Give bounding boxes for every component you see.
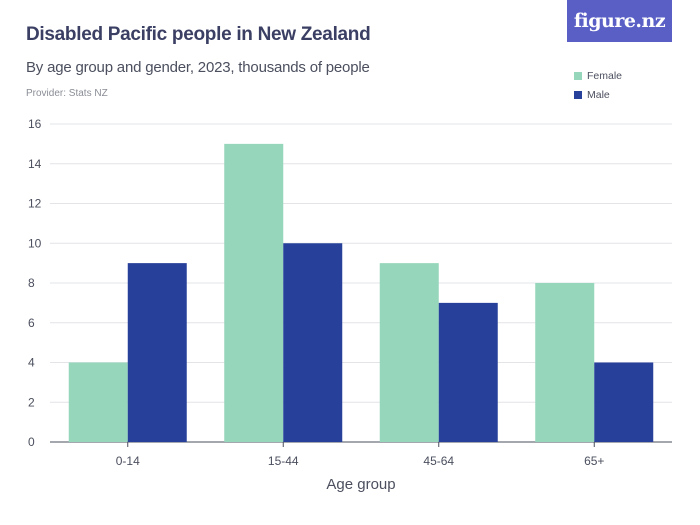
- bar-female-65+: [535, 283, 595, 442]
- figure-nz-logo[interactable]: figure.nz: [567, 0, 672, 42]
- y-tick-label: 12: [28, 197, 42, 211]
- bar-male-15-44: [283, 243, 343, 442]
- chart-legend: Female Male: [574, 66, 622, 104]
- legend-item-female: Female: [574, 66, 622, 85]
- bar-male-65+: [594, 362, 654, 442]
- y-tick-label: 0: [28, 435, 35, 449]
- bar-male-0-14: [127, 263, 187, 442]
- y-tick-label: 10: [28, 236, 42, 250]
- bar-female-15-44: [224, 143, 284, 442]
- x-axis-label: Age group: [326, 476, 395, 493]
- y-tick-label: 2: [28, 395, 35, 409]
- x-tick-label: 45-64: [423, 454, 454, 468]
- chart-subtitle: By age group and gender, 2023, thousands…: [26, 59, 370, 76]
- bar-female-45-64: [379, 263, 439, 442]
- bars: [68, 143, 654, 442]
- legend-swatch-male: [574, 90, 582, 99]
- legend-item-male: Male: [574, 85, 622, 104]
- y-tick-label: 4: [28, 356, 35, 370]
- x-axis-ticks: 0-14 15-44 45-64 65+: [116, 442, 604, 468]
- x-tick-label: 15-44: [268, 454, 299, 468]
- bar-male-45-64: [438, 302, 498, 442]
- legend-label-male: Male: [587, 88, 610, 101]
- chart-title: Disabled Pacific people in New Zealand: [26, 24, 371, 45]
- y-tick-label: 6: [28, 316, 35, 330]
- bar-female-0-14: [68, 362, 128, 442]
- legend-label-female: Female: [587, 69, 623, 82]
- provider-note: Provider: Stats NZ: [26, 88, 108, 99]
- y-tick-label: 16: [28, 117, 42, 131]
- y-axis-ticks: 0 2 4 6 8 10 12 14 16: [28, 117, 42, 449]
- x-tick-label: 65+: [584, 454, 604, 468]
- y-tick-label: 8: [28, 276, 35, 290]
- legend-swatch-female: [574, 71, 582, 80]
- x-tick-label: 0-14: [116, 454, 140, 468]
- y-tick-label: 14: [28, 157, 42, 171]
